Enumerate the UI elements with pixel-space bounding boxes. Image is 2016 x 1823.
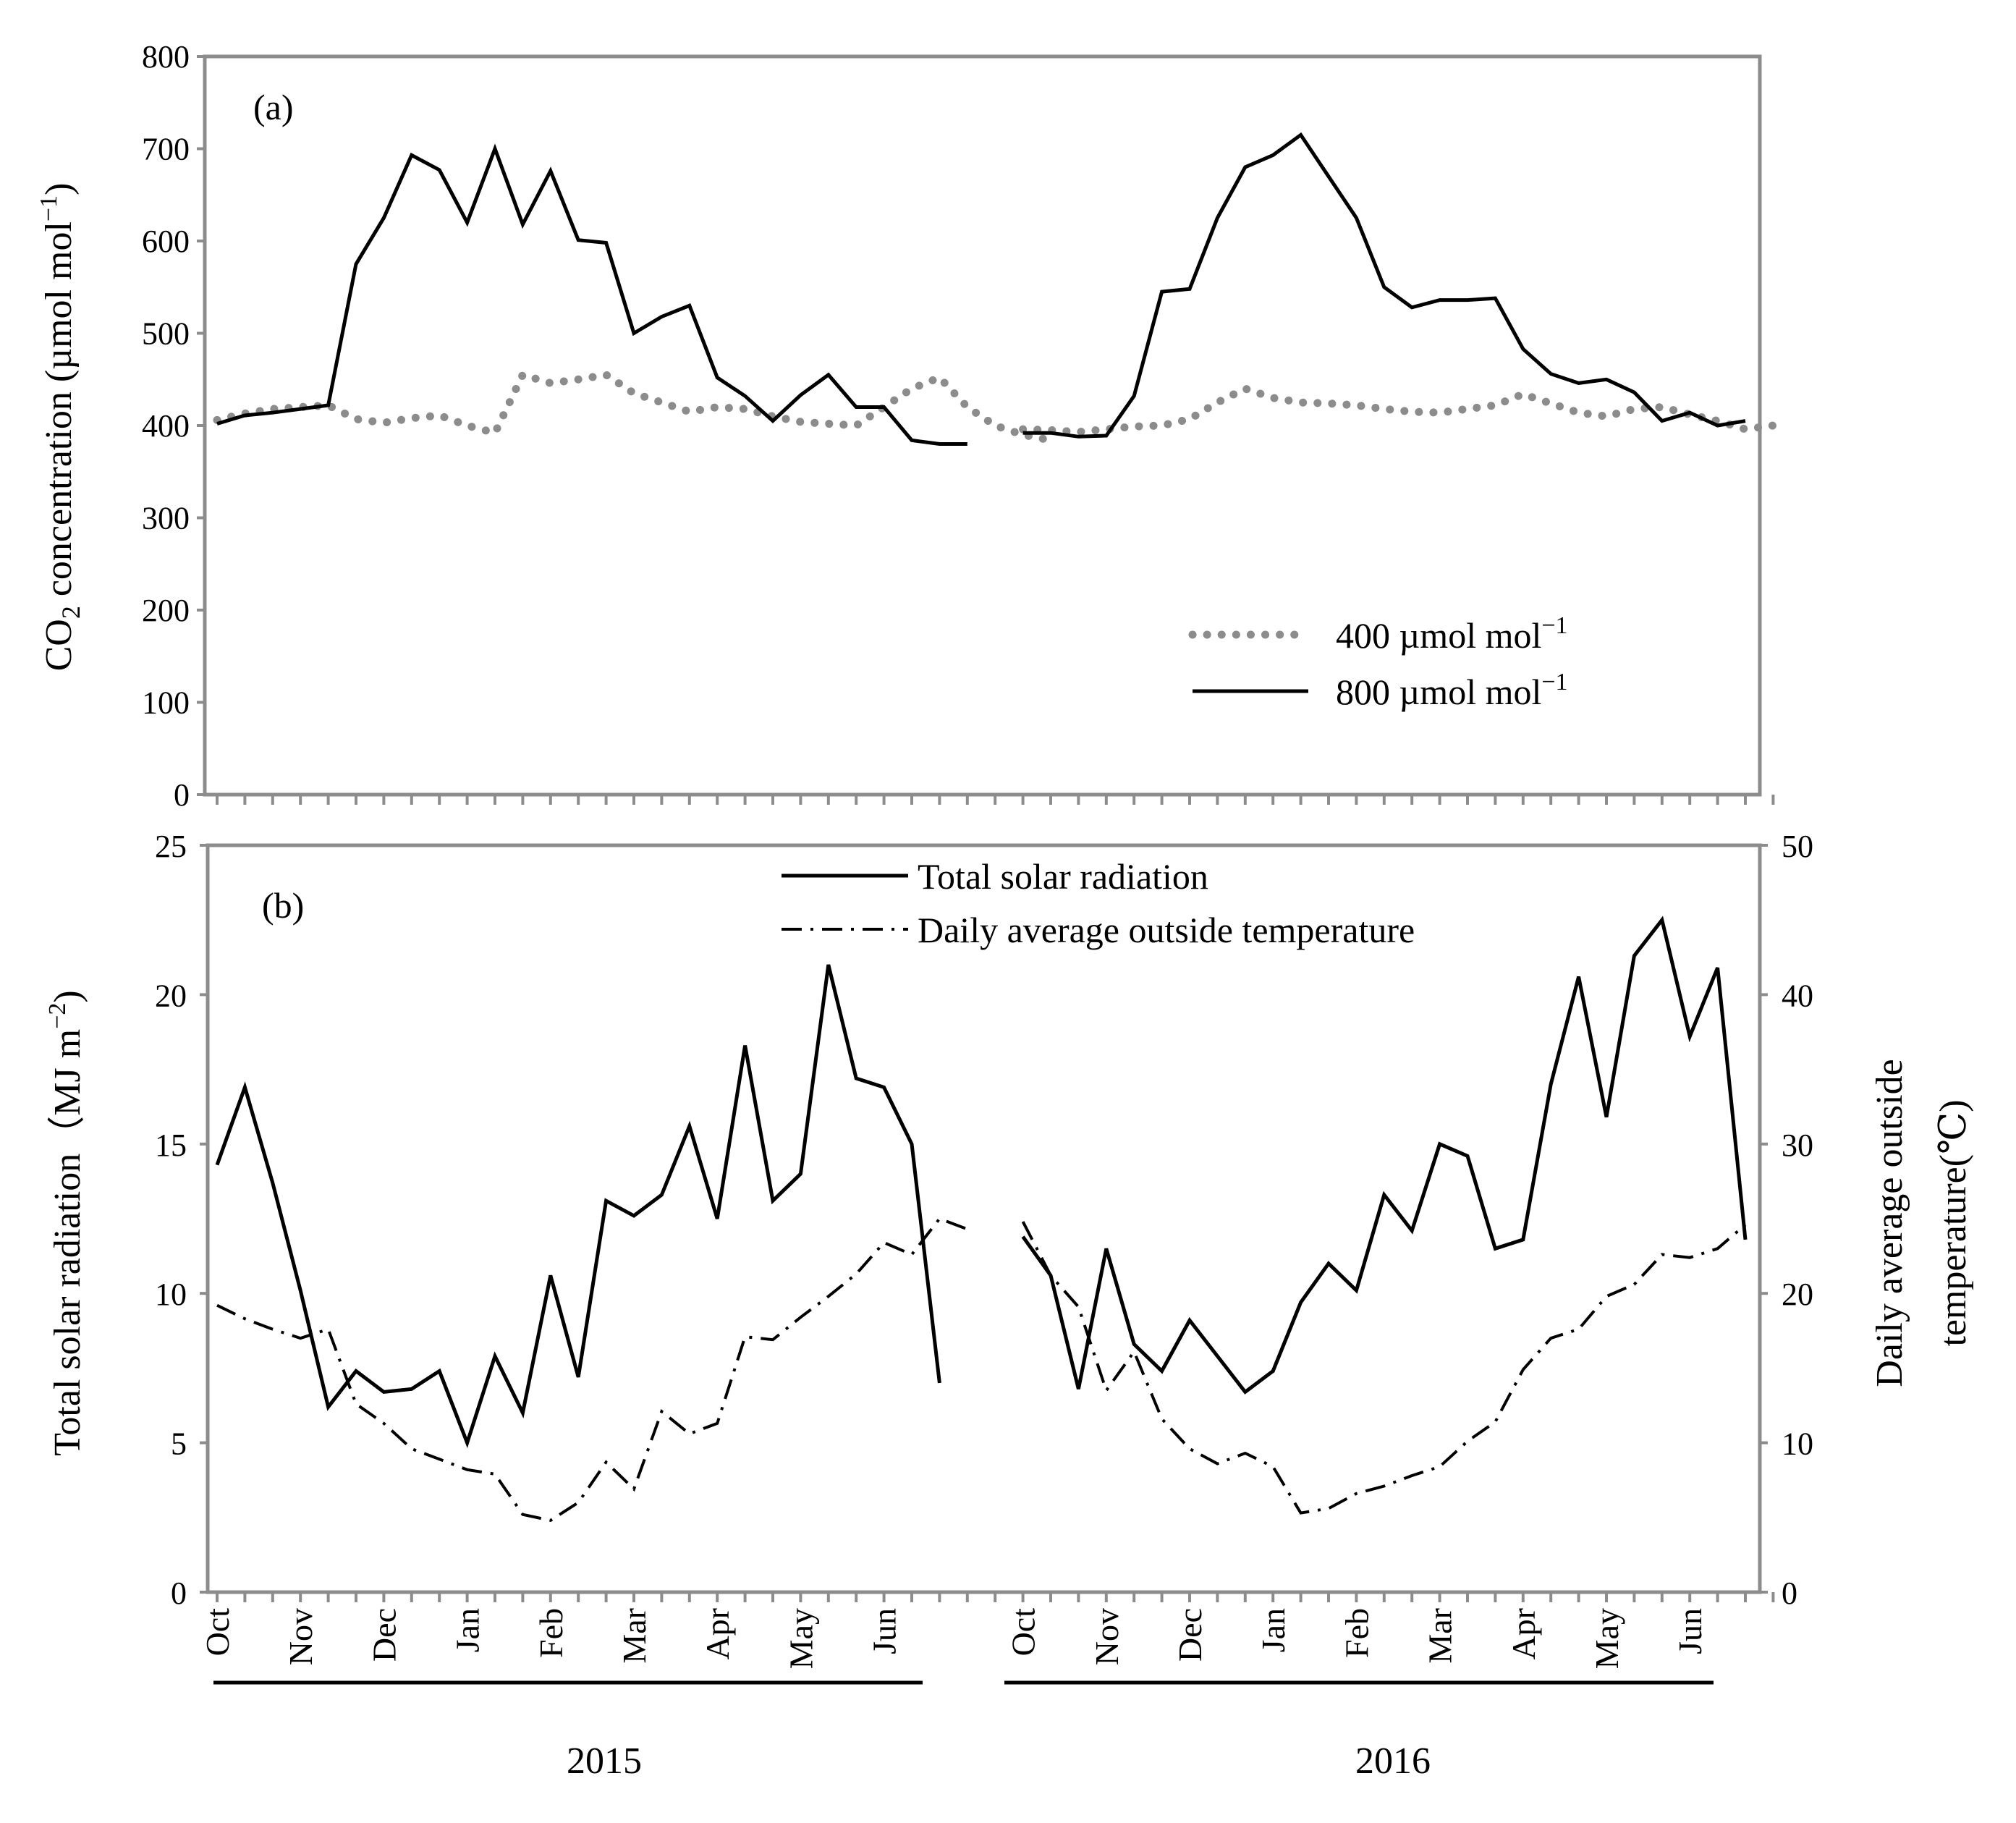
panel-b-right-y-tick-label: 50 [1782, 829, 1813, 864]
month-label-jan-2015: Jan [449, 1608, 486, 1652]
month-label-feb-2016: Feb [1338, 1608, 1375, 1658]
panel-b-right-y-tick-label: 10 [1782, 1426, 1813, 1462]
panel-b-right-axis-title-line1: Daily average outside [1869, 1059, 1910, 1387]
month-label-apr-2015: Apr [699, 1608, 736, 1660]
left-title-close: ) [47, 990, 88, 1002]
left-title-main: Total solar radiation（MJ m [47, 1029, 88, 1456]
series-800-line [216, 132, 1746, 446]
panel-b-left-y-tick-label: 10 [155, 1277, 187, 1312]
y-title-co: CO [38, 619, 80, 671]
panel-b-right-y-tick-label: 30 [1782, 1128, 1813, 1163]
legend-800-sup: −1 [1541, 669, 1567, 695]
panel-a-y-tick-label: 600 [142, 224, 190, 259]
panel-b-left-y-tick-label: 15 [155, 1128, 187, 1163]
month-label-nov-2016: Nov [1088, 1608, 1125, 1665]
month-label-feb-2015: Feb [533, 1608, 569, 1658]
month-label-apr-2016: Apr [1505, 1608, 1542, 1660]
month-label-dec-2016: Dec [1172, 1608, 1208, 1662]
panel-b-left-y-tick-label: 5 [171, 1426, 187, 1462]
panel-b-right-y-ticks: 0 10 20 30 40 50 [1760, 829, 1813, 1611]
panel-b: 0 5 10 15 20 25 0 10 20 30 40 50 (b) Total solar r… [44, 829, 1974, 1611]
year-2016-label: 2016 [1355, 1740, 1431, 1782]
left-title-sup: −2 [44, 1003, 71, 1029]
panel-b-left-axis-title: Total solar radiation（MJ m−2) [44, 990, 88, 1455]
temperature-segment-1 [216, 1217, 968, 1523]
y-title-sub: 2 [56, 606, 85, 619]
legend-400-main: 400 µmol mol [1336, 615, 1541, 656]
y-title-close: ) [38, 183, 80, 195]
panel-b-legend: Total solar radiation Daily average outs… [782, 856, 1415, 950]
legend-800-main: 800 µmol mol [1336, 672, 1541, 712]
temperature-segment-2 [1021, 1221, 1747, 1515]
panel-b-left-y-tick-label: 0 [171, 1575, 187, 1611]
panel-a-y-tick-label: 400 [142, 408, 190, 444]
panel-a-y-ticks: 0 100 200 300 400 500 600 700 800 [142, 39, 205, 813]
solar-radiation-segment-2 [1021, 915, 1748, 1395]
panel-b-x-ticks [216, 1592, 1775, 1602]
panel-b-label: (b) [262, 885, 304, 926]
panel-a-y-tick-label: 700 [142, 132, 190, 167]
series-800-segment-1 [216, 143, 967, 446]
panel-a-y-axis-title: CO2 concentration (µmol mol−1) [35, 183, 85, 672]
month-label-mar-2015: Mar [616, 1608, 653, 1664]
series-400-line [213, 370, 1777, 444]
panel-a-label: (a) [253, 87, 294, 127]
panel-a-y-tick-label: 0 [174, 777, 190, 813]
month-label-mar-2016: Mar [1422, 1608, 1459, 1664]
series-800-segment-2 [1022, 132, 1746, 439]
solar-radiation-line [215, 915, 1748, 1449]
month-label-may-2016: May [1588, 1608, 1625, 1669]
solar-radiation-segment-1 [215, 964, 941, 1449]
month-labels: Oct Nov Dec Jan Feb Mar Apr May Jun Oct Nov Dec Jan F… [199, 1608, 1708, 1670]
legend-solar-label: Total solar radiation [918, 856, 1208, 897]
month-label-jan-2016: Jan [1255, 1608, 1292, 1652]
legend-400-label: 400 µmol mol−1 [1336, 612, 1568, 656]
panel-b-frame [206, 843, 1762, 1594]
panel-a: 0 100 200 300 400 500 600 700 800 (a) CO2 concen… [35, 39, 1777, 813]
legend-temp-label: Daily average outside temperature [918, 910, 1415, 950]
y-title-sup: −1 [35, 195, 62, 221]
month-label-jun-2015: Jun [866, 1608, 903, 1654]
temperature-line [216, 1217, 1747, 1523]
panel-b-right-y-tick-label: 40 [1782, 978, 1813, 1013]
panel-a-legend: 400 µmol mol−1 800 µmol mol−1 [1188, 612, 1568, 712]
panel-b-right-y-tick-label: 0 [1782, 1575, 1797, 1611]
panel-a-y-tick-label: 300 [142, 501, 190, 536]
month-label-oct-2016: Oct [1005, 1608, 1042, 1657]
legend-800-label: 800 µmol mol−1 [1336, 669, 1568, 712]
panel-a-x-ticks [216, 795, 1775, 805]
month-label-oct-2015: Oct [199, 1608, 236, 1657]
panel-a-y-tick-label: 500 [142, 316, 190, 352]
panel-a-y-tick-label: 100 [142, 685, 190, 721]
panel-b-right-axis-title-line2: temperature(℃) [1933, 1099, 1974, 1346]
panel-a-y-tick-label: 200 [142, 593, 190, 628]
year-2015-label: 2015 [567, 1740, 642, 1782]
y-title-rest: concentration (µmol mol [38, 221, 80, 606]
panel-b-left-y-tick-label: 20 [155, 978, 187, 1013]
series-400-segment-1 [213, 370, 1055, 444]
panel-b-left-y-ticks: 0 5 10 15 20 25 [155, 829, 208, 1611]
month-label-jun-2016: Jun [1672, 1608, 1708, 1654]
month-label-may-2015: May [782, 1608, 819, 1669]
month-label-nov-2015: Nov [282, 1608, 319, 1665]
panel-b-left-y-tick-label: 25 [155, 829, 187, 864]
legend-400-sup: −1 [1541, 612, 1567, 639]
month-label-dec-2015: Dec [365, 1608, 402, 1662]
panel-a-y-tick-label: 800 [142, 39, 190, 75]
panel-b-right-y-tick-label: 20 [1782, 1277, 1813, 1312]
